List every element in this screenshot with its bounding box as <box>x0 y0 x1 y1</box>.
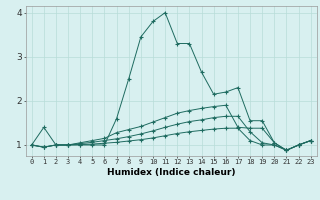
X-axis label: Humidex (Indice chaleur): Humidex (Indice chaleur) <box>107 168 236 177</box>
